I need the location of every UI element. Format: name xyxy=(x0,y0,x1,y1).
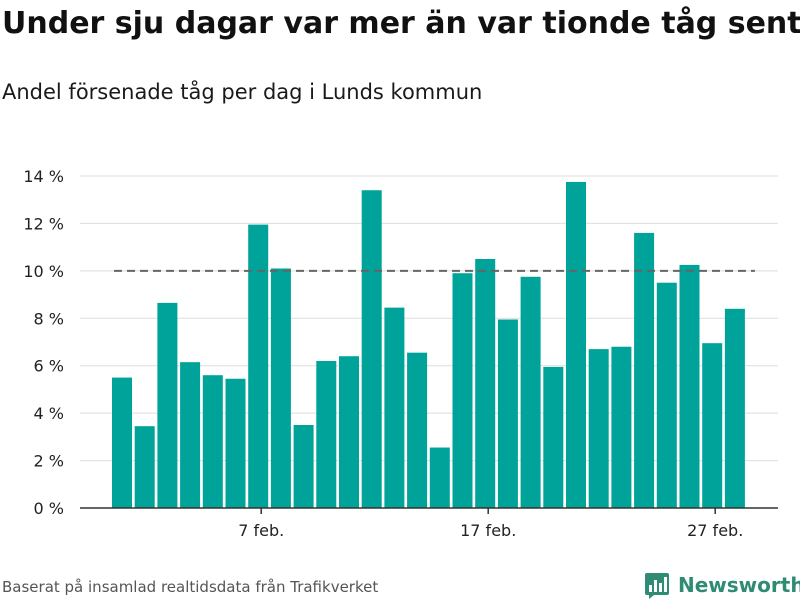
bar xyxy=(656,282,677,508)
bar xyxy=(225,378,246,508)
bar xyxy=(180,362,201,508)
source-note: Baserat på insamlad realtidsdata från Tr… xyxy=(2,578,379,596)
bar xyxy=(702,343,723,508)
bar xyxy=(270,268,291,508)
bar xyxy=(112,377,132,508)
bar xyxy=(475,259,496,508)
y-tick-label: 0 % xyxy=(34,499,64,518)
bar xyxy=(588,349,609,508)
y-tick-label: 6 % xyxy=(34,357,64,376)
bar xyxy=(520,276,541,508)
y-tick-label: 2 % xyxy=(34,452,64,471)
bars xyxy=(112,181,745,508)
y-tick-label: 12 % xyxy=(23,214,64,233)
bar xyxy=(566,181,586,508)
bar xyxy=(361,190,382,508)
bar xyxy=(384,307,405,508)
bar xyxy=(202,375,223,508)
bar xyxy=(293,425,314,508)
bar xyxy=(429,447,450,508)
y-tick-label: 10 % xyxy=(23,262,64,281)
bar-chart-logo-icon xyxy=(645,573,669,599)
x-tick-label: 17 feb. xyxy=(460,521,516,540)
brand-name: Newsworthy xyxy=(678,573,800,597)
bar xyxy=(407,352,428,508)
chart-title: Under sju dagar var mer än var tionde tå… xyxy=(2,6,800,41)
bar xyxy=(452,273,473,508)
y-tick-label: 4 % xyxy=(34,404,64,423)
bar xyxy=(316,360,337,508)
bar xyxy=(248,224,269,508)
bar xyxy=(543,366,564,508)
bar xyxy=(679,264,700,508)
bar xyxy=(634,232,655,508)
bar xyxy=(339,356,359,508)
brand-logo: Newsworthy xyxy=(644,570,800,600)
axes: 0 % 2 % 4 % 6 % 8 % 10 % 12 % 14 % 7 feb. 17 feb.… xyxy=(23,167,778,540)
bar xyxy=(497,319,518,508)
x-tick-label: 27 feb. xyxy=(687,521,743,540)
bar xyxy=(724,308,745,508)
chart-subtitle: Andel försenade tåg per dag i Lunds komm… xyxy=(2,80,483,104)
y-tick-label: 8 % xyxy=(34,309,64,328)
bar xyxy=(134,426,155,508)
bar xyxy=(611,346,632,508)
x-tick-label: 7 feb. xyxy=(238,521,284,540)
bar xyxy=(157,302,178,508)
y-tick-label: 14 % xyxy=(23,167,64,186)
